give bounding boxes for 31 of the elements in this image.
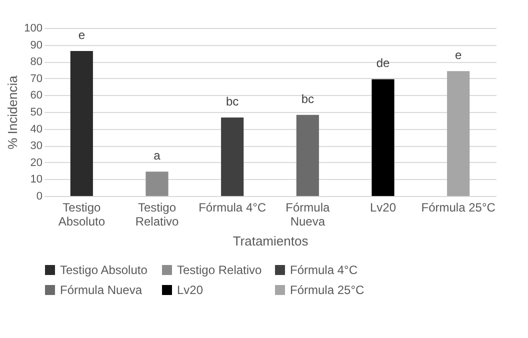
x-tick-label: Fórmula 4°C — [198, 200, 266, 214]
legend-label: Fórmula 25°C — [290, 283, 364, 297]
x-tick-label: Testigo Relativo — [135, 200, 179, 228]
y-axis-title: % Incidencia — [5, 74, 20, 150]
y-tick-label: 90 — [30, 39, 42, 52]
annotation: bc — [226, 94, 239, 109]
annotation: e — [454, 48, 462, 62]
y-tick-label: 30 — [30, 140, 42, 152]
legend-label: Testigo Relativo — [177, 263, 262, 277]
y-tick-label: 20 — [30, 156, 42, 169]
x-axis-title: Tratamientos — [232, 234, 309, 248]
x-tick-label: Fórmula 25°C — [421, 200, 496, 214]
y-tick-label: 70 — [30, 72, 42, 85]
x-tick-label: Lv20 — [370, 200, 396, 214]
annotation: e — [78, 28, 86, 42]
y-tick-label: 80 — [30, 56, 42, 68]
y-tick-label: 100 — [24, 22, 42, 34]
annotation: a — [154, 148, 161, 163]
legend-label: Lv20 — [177, 283, 204, 297]
y-tick-label: 50 — [30, 106, 42, 118]
y-tick-label: 10 — [30, 174, 42, 186]
y-tick-label: 40 — [30, 123, 42, 136]
y-tick-label: 0 — [36, 190, 42, 202]
annotation: de — [376, 56, 390, 70]
legend-label: Fórmula Nueva — [60, 283, 142, 297]
x-tick-label: Fórmula Nueva — [286, 200, 330, 228]
legend-label: Fórmula 4°C — [290, 263, 358, 277]
x-tick-label: Testigo Absoluto — [58, 200, 106, 228]
legend-label: Testigo Absoluto — [60, 263, 148, 277]
annotation: bc — [301, 92, 314, 106]
y-tick-label: 60 — [30, 90, 42, 102]
